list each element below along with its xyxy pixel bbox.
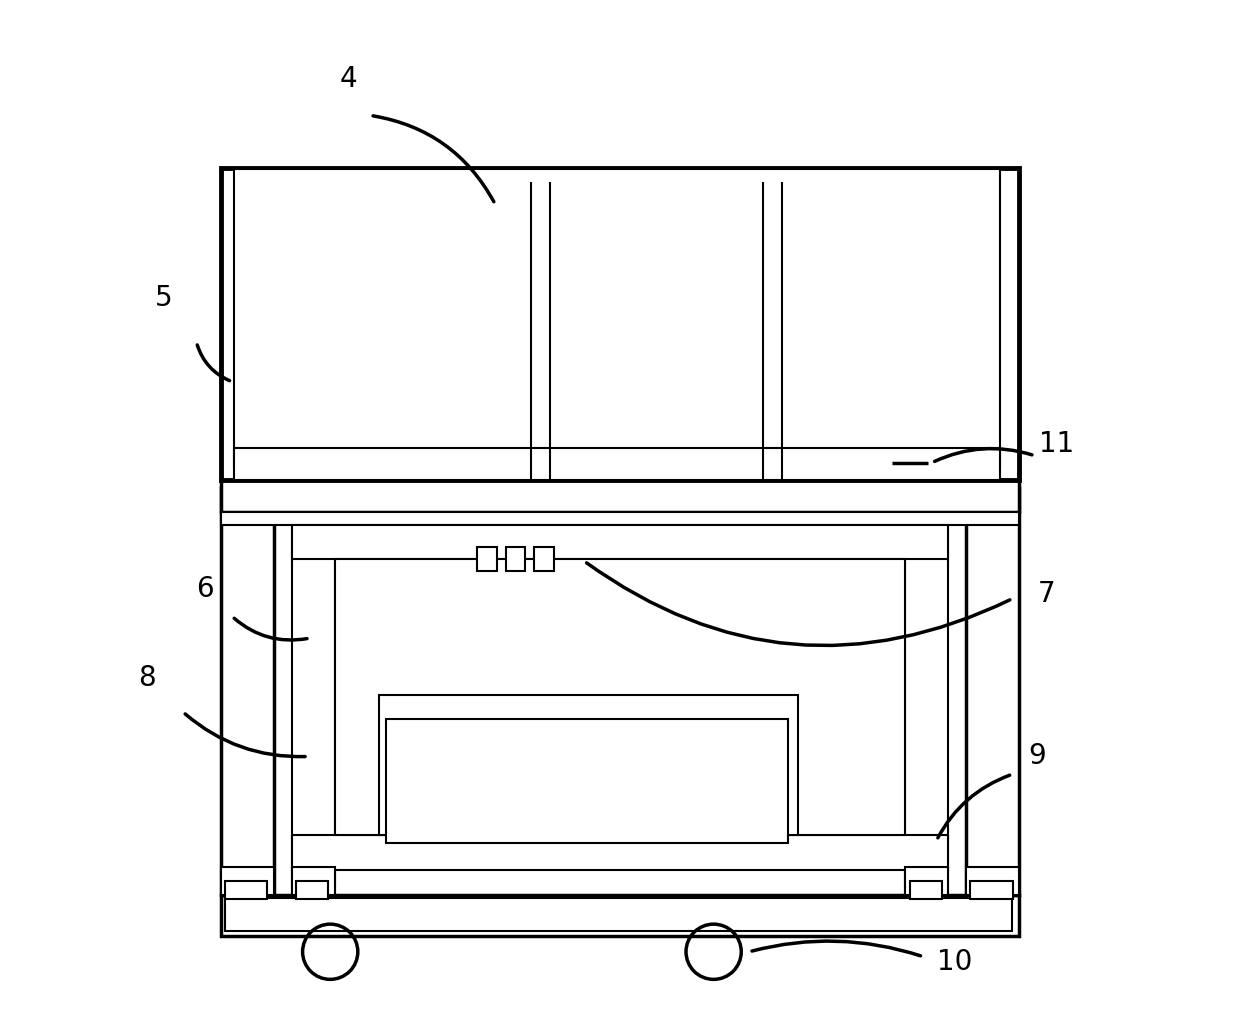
- Bar: [905, 867, 949, 895]
- Bar: [221, 480, 1018, 512]
- Bar: [234, 448, 999, 480]
- Bar: [910, 881, 941, 899]
- Text: 4: 4: [340, 65, 357, 93]
- Text: 7: 7: [1038, 580, 1055, 607]
- Text: 11: 11: [1039, 430, 1075, 458]
- Bar: [296, 881, 329, 899]
- Text: 6: 6: [197, 575, 215, 602]
- Bar: [221, 867, 274, 895]
- Bar: [379, 695, 799, 835]
- Bar: [291, 488, 335, 895]
- Bar: [506, 548, 526, 571]
- Bar: [477, 548, 497, 571]
- Bar: [971, 881, 1013, 899]
- Bar: [966, 867, 1019, 895]
- Text: 8: 8: [139, 664, 156, 691]
- Text: 10: 10: [936, 947, 972, 976]
- Bar: [966, 488, 1019, 895]
- Text: 9: 9: [1028, 743, 1047, 771]
- Bar: [335, 559, 905, 835]
- Bar: [221, 167, 1019, 480]
- Bar: [291, 867, 335, 895]
- Bar: [224, 881, 268, 899]
- Bar: [291, 525, 949, 559]
- Bar: [221, 895, 1018, 936]
- Bar: [224, 898, 1012, 931]
- Bar: [221, 512, 1018, 525]
- Text: 5: 5: [155, 284, 172, 312]
- Bar: [291, 835, 949, 870]
- Bar: [221, 488, 274, 895]
- Bar: [234, 170, 999, 465]
- Bar: [534, 548, 554, 571]
- Bar: [387, 718, 787, 844]
- Bar: [905, 488, 949, 895]
